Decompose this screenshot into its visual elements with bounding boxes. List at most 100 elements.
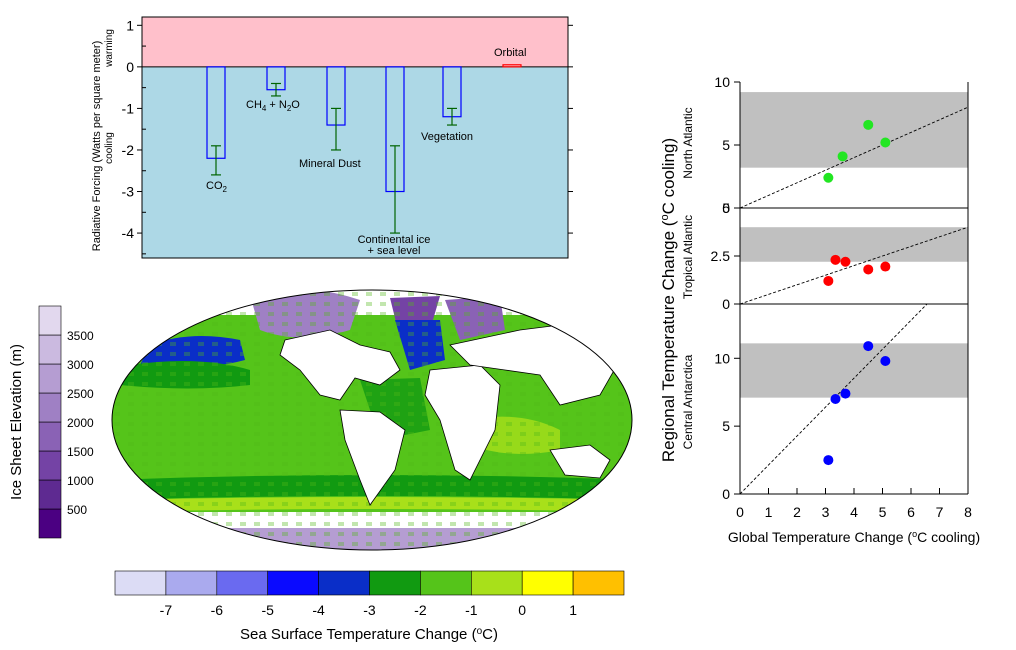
scatter-panel: 0 5 10 <box>714 303 968 502</box>
south-america <box>339 409 406 506</box>
ice-colorbar-tick-label: 3000 <box>67 358 94 372</box>
scatter-point <box>880 137 891 148</box>
scatter-point <box>840 388 851 399</box>
forcing-y-ticks: 1 0 -1 -2 -3 -4 <box>122 17 573 255</box>
scatter-x-tick-label: 7 <box>936 504 944 520</box>
scatter-y-tick-label: 10 <box>714 350 730 366</box>
forcing-warming-label: warming <box>104 29 115 68</box>
map-outline <box>111 289 633 551</box>
scatter-point <box>830 254 841 265</box>
scatter-panel: 02.55 <box>711 200 969 312</box>
scatter-point <box>823 275 834 286</box>
ice-colorbar-tick-label: 1000 <box>67 474 94 488</box>
scatter-point <box>830 394 841 404</box>
scatter-x-tick-label: 6 <box>907 504 915 520</box>
sst-colorbar-swatch <box>369 570 421 596</box>
forcing-y-tick-label: -3 <box>122 184 135 200</box>
scatter-range-band <box>740 92 968 168</box>
sst-colorbar-swatch <box>165 570 218 596</box>
scatter-point <box>863 341 874 352</box>
forcing-y-tick-label: 1 <box>126 17 134 33</box>
north-america <box>279 329 401 401</box>
sst-colorbar-tick-label: -7 <box>160 602 173 618</box>
scatter-x-tick-label: 0 <box>736 504 744 520</box>
australia <box>549 444 611 479</box>
scatter-range-band <box>740 343 968 398</box>
ice-colorbar-swatch <box>38 479 62 510</box>
forcing-y-tick-label: -4 <box>122 225 135 241</box>
forcing-bars <box>206 64 522 234</box>
bar-label-co2: CO2 <box>206 180 228 194</box>
scatter-x-tick-label: 1 <box>765 504 773 520</box>
ice-colorbar-swatch <box>38 508 62 539</box>
scatter-x-tick-label: 3 <box>822 504 830 520</box>
panel-name-central-antarctica: Central Antarctica <box>681 354 695 449</box>
scatter-y-tick-label: 0 <box>722 296 730 312</box>
ice-colorbar-swatch <box>38 363 62 394</box>
sst-map <box>111 289 633 551</box>
ice-colorbar-swatch <box>38 450 62 481</box>
scatter-y-tick-label: 10 <box>714 74 730 90</box>
scatter-y-tick-label: 2.5 <box>711 248 731 264</box>
scatter-x-tick-label: 8 <box>964 504 972 520</box>
panel-name-tropical-atlantic: Tropical Atlantic <box>681 215 695 299</box>
ice-colorbar-swatch <box>38 334 62 365</box>
bar-label-orbital: Orbital <box>494 47 526 59</box>
ice-colorbar-swatch <box>38 421 62 452</box>
scatter-y-tick-label: 5 <box>722 200 730 216</box>
forcing-plot-frame <box>141 16 569 259</box>
sst-colorbar-swatch <box>267 570 319 596</box>
sst-colorbar-swatch <box>572 570 625 596</box>
sst-colorbar-swatch <box>114 570 167 596</box>
scatter-point <box>837 151 848 162</box>
forcing-cooling-label: cooling <box>104 132 115 164</box>
scatter-point <box>823 455 834 466</box>
africa <box>424 364 501 481</box>
regional-x-axis-label: Global Temperature Change (oC cooling) <box>728 529 980 545</box>
radiative-forcing-chart: 1 0 -1 -2 -3 -4 Radiative Forcing (Watts per … <box>91 16 573 259</box>
sst-colorbar-tick-label: -3 <box>363 602 376 618</box>
scatter-y-tick-label: 0 <box>722 200 730 216</box>
scatter-point <box>823 172 834 183</box>
sst-colorbar-tick-label: -2 <box>414 602 427 618</box>
forcing-y-tick-label: -2 <box>122 142 135 158</box>
ice-colorbar-tick-label: 500 <box>67 503 87 517</box>
sst-colorbar-swatch <box>420 570 472 596</box>
scatter-point <box>840 256 851 267</box>
scatter-range-band <box>740 227 968 262</box>
panel-name-north-atlantic: North Atlantic <box>681 107 695 178</box>
scatter-y-tick-label: 5 <box>722 418 730 434</box>
forcing-y-tick-label: -1 <box>122 100 135 116</box>
sst-colorbar: -7 -6 -5 -4 -3 -2 -1 0 1 <box>114 570 625 618</box>
scatter-point <box>863 264 874 275</box>
bar-label-ch4-n2o: CH4 + N2O <box>246 99 300 113</box>
ice-colorbar-swatch <box>38 392 62 423</box>
ice-colorbar-tick-label: 1500 <box>67 445 94 459</box>
bar-label-continental-ice: Continental ice <box>358 234 431 246</box>
scatter-x-tick-label: 4 <box>850 504 858 520</box>
scatter-trend-line <box>739 226 969 305</box>
scatter-point <box>880 356 891 366</box>
sst-colorbar-tick-label: 1 <box>569 602 577 618</box>
scatter-trend-line <box>739 303 928 495</box>
scatter-y-tick-label: 5 <box>722 137 730 153</box>
ice-colorbar-tick-label: 2500 <box>67 387 94 401</box>
bar-label-mineral-dust: Mineral Dust <box>299 158 361 170</box>
scatter-x-tick-label: 5 <box>879 504 887 520</box>
sst-colorbar-tick-label: -5 <box>261 602 274 618</box>
sst-colorbar-label: Sea Surface Temperature Change (oC) <box>240 626 498 643</box>
scatter-point <box>863 119 874 130</box>
ice-colorbar-tick-label: 2000 <box>67 416 94 430</box>
map-field <box>112 290 632 550</box>
scatter-x-tick-label: 2 <box>793 504 801 520</box>
sst-colorbar-tick-label: -4 <box>312 602 325 618</box>
sst-colorbar-tick-label: -1 <box>465 602 478 618</box>
cooling-region <box>142 66 568 259</box>
ice-elevation-label: Ice Sheet Elevation (m) <box>8 344 25 500</box>
ice-colorbar-swatch <box>38 305 62 336</box>
regional-y-axis-label: Regional Temperature Change (oC cooling) <box>659 138 678 462</box>
bar-label-sea-level: + sea level <box>368 245 421 257</box>
sst-colorbar-swatch <box>521 570 574 596</box>
sst-colorbar-tick-label: 0 <box>518 602 526 618</box>
